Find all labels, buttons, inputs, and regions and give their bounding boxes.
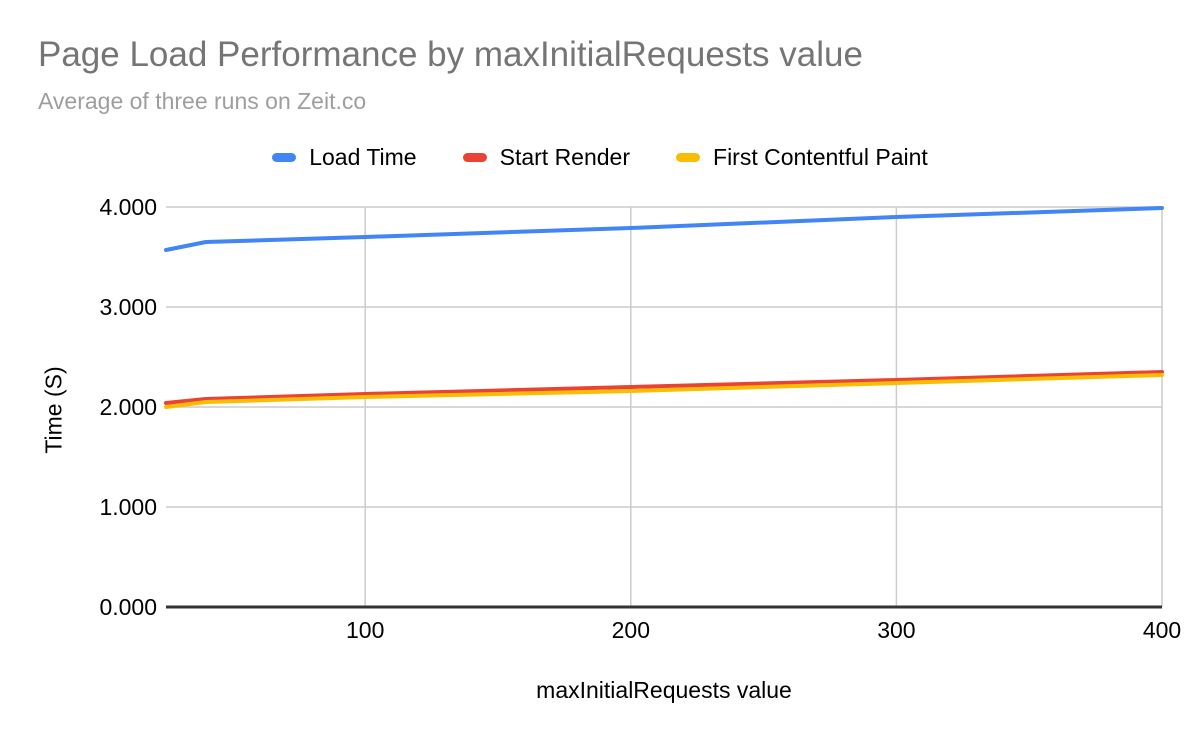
legend-item-start-render: Start Render: [462, 143, 631, 171]
legend-label-first-contentful-paint: First Contentful Paint: [713, 143, 928, 170]
legend-item-first-contentful-paint: First Contentful Paint: [676, 144, 928, 171]
y-tick-label: 0.000: [99, 594, 157, 620]
y-tick-label: 4.000: [99, 194, 157, 220]
chart-subtitle: Average of three runs on Zeit.co: [38, 88, 367, 114]
legend-label-load-time: Load Time: [309, 143, 417, 170]
x-tick-label: 100: [346, 617, 385, 643]
y-tick-label: 1.000: [99, 494, 157, 520]
start-render-swatch-icon: [462, 152, 487, 162]
load-time-swatch-icon: [272, 152, 297, 162]
y-tick-label: 3.000: [99, 294, 157, 320]
x-tick-label: 200: [611, 617, 650, 643]
series-line-start-render: [164, 370, 1164, 405]
first-contentful-paint-swatch-icon: [676, 152, 701, 162]
legend-label-start-render: Start Render: [499, 143, 631, 170]
series-line-load-time: [164, 206, 1164, 252]
chart-title: Page Load Performance by maxInitialReque…: [38, 35, 863, 74]
y-tick-label: 2.000: [99, 394, 157, 420]
x-axis-title: maxInitialRequests value: [536, 677, 792, 703]
legend-item-load-time: Load Time: [272, 143, 417, 171]
series-line-first-contentful-paint: [164, 373, 1164, 409]
x-tick-label: 400: [1142, 617, 1182, 643]
chart-legend: Load Time Start Render First Contentful …: [0, 143, 1200, 171]
x-tick-label: 300: [877, 617, 916, 643]
